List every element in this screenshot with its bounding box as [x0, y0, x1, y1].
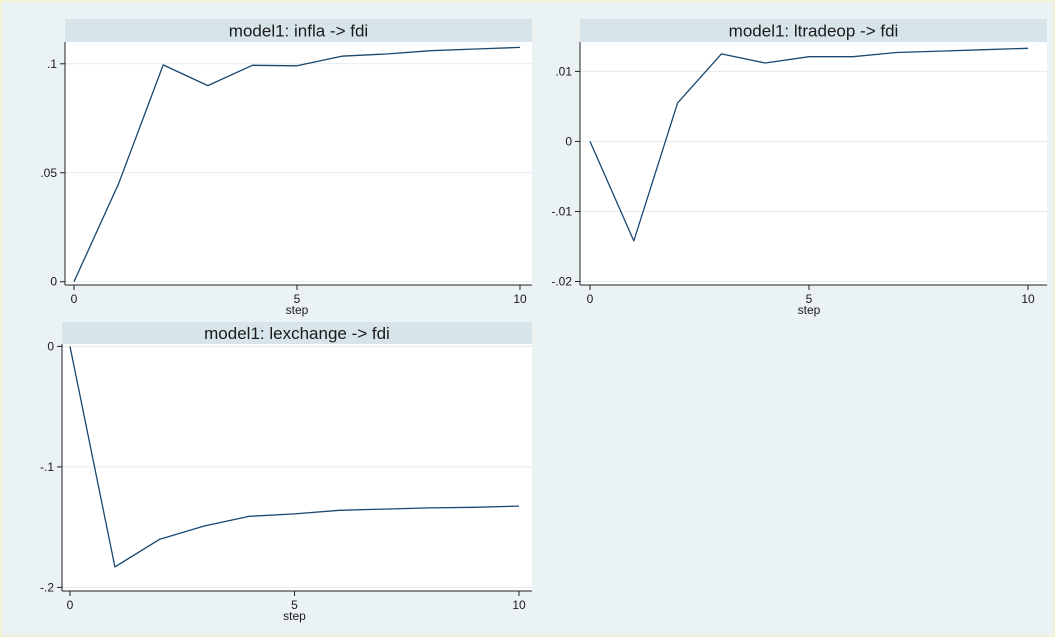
panel-title: model1: infla -> fdi	[229, 22, 368, 41]
panel-title: model1: ltradeop -> fdi	[729, 22, 899, 41]
x-tick-label: 10	[1021, 292, 1035, 306]
x-axis-label: step	[286, 303, 309, 317]
x-tick-label: 0	[67, 598, 74, 612]
plot-area	[65, 42, 532, 285]
plot-area	[580, 42, 1047, 285]
x-tick-label: 10	[512, 598, 526, 612]
panel-title: model1: lexchange -> fdi	[204, 324, 390, 343]
x-tick-label: 5	[294, 292, 301, 306]
irf-line	[69, 346, 520, 568]
x-tick-label: 0	[587, 292, 594, 306]
x-tick-label: 0	[71, 292, 78, 306]
y-tick-label: 0	[50, 275, 57, 289]
y-tick-label: 0	[565, 134, 572, 148]
x-axis-label: step	[283, 609, 306, 623]
y-tick-label: -.02	[551, 274, 572, 288]
x-tick-label: 5	[291, 598, 298, 612]
chart-panel: model1: infla -> fdi 0 .05 .1 0 5 10 step	[40, 19, 532, 317]
irf-line	[589, 47, 1029, 242]
y-tick-label: .05	[40, 166, 57, 180]
y-tick-label: 0	[47, 339, 54, 353]
y-tick-label: -.2	[40, 580, 54, 594]
y-tick-label: .01	[555, 64, 572, 78]
chart-panel: model1: lexchange -> fdi -.2 -.1 0 0 5 10 step	[40, 322, 532, 623]
plot-area	[62, 344, 532, 591]
y-tick-label: -.01	[551, 204, 572, 218]
panel-title-band	[65, 19, 532, 42]
chart-panel: model1: ltradeop -> fdi -.02 -.01 0 .01 0 5 10 s…	[551, 19, 1047, 317]
irf-line	[73, 46, 521, 282]
x-axis-label: step	[798, 303, 821, 317]
panel-title-band	[580, 19, 1047, 42]
x-tick-label: 10	[513, 292, 527, 306]
y-tick-label: -.1	[40, 460, 54, 474]
y-tick-label: .1	[47, 57, 57, 71]
panel-title-band	[62, 322, 532, 344]
x-tick-label: 5	[806, 292, 813, 306]
